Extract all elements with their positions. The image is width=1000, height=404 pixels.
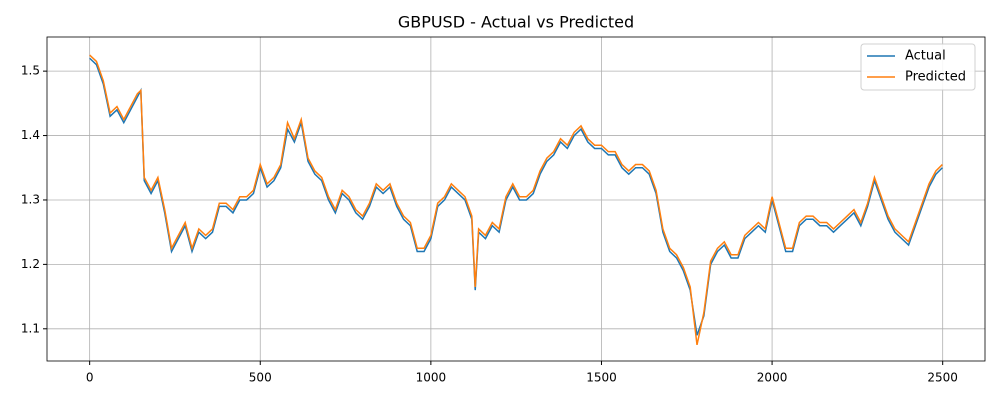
chart-title: GBPUSD - Actual vs Predicted	[398, 13, 634, 32]
y-tick-label: 1.2	[21, 257, 40, 271]
data-line	[89, 54, 943, 346]
y-tick-label: 1.5	[21, 64, 40, 78]
legend-label: Predicted	[905, 70, 966, 85]
x-tick-label: 1500	[586, 371, 617, 385]
x-tick-label: 2500	[927, 371, 958, 385]
x-tick-label: 1000	[416, 371, 447, 385]
plot-frame	[46, 36, 986, 362]
x-tick-label: 500	[249, 371, 272, 385]
y-tick-label: 1.4	[21, 128, 40, 142]
data-line	[89, 57, 943, 336]
legend-label: Actual	[905, 49, 946, 64]
x-tick-label: 0	[86, 371, 94, 385]
y-tick-label: 1.1	[21, 321, 40, 335]
y-tick-label: 1.3	[21, 192, 40, 206]
x-tick-label: 2000	[757, 371, 788, 385]
